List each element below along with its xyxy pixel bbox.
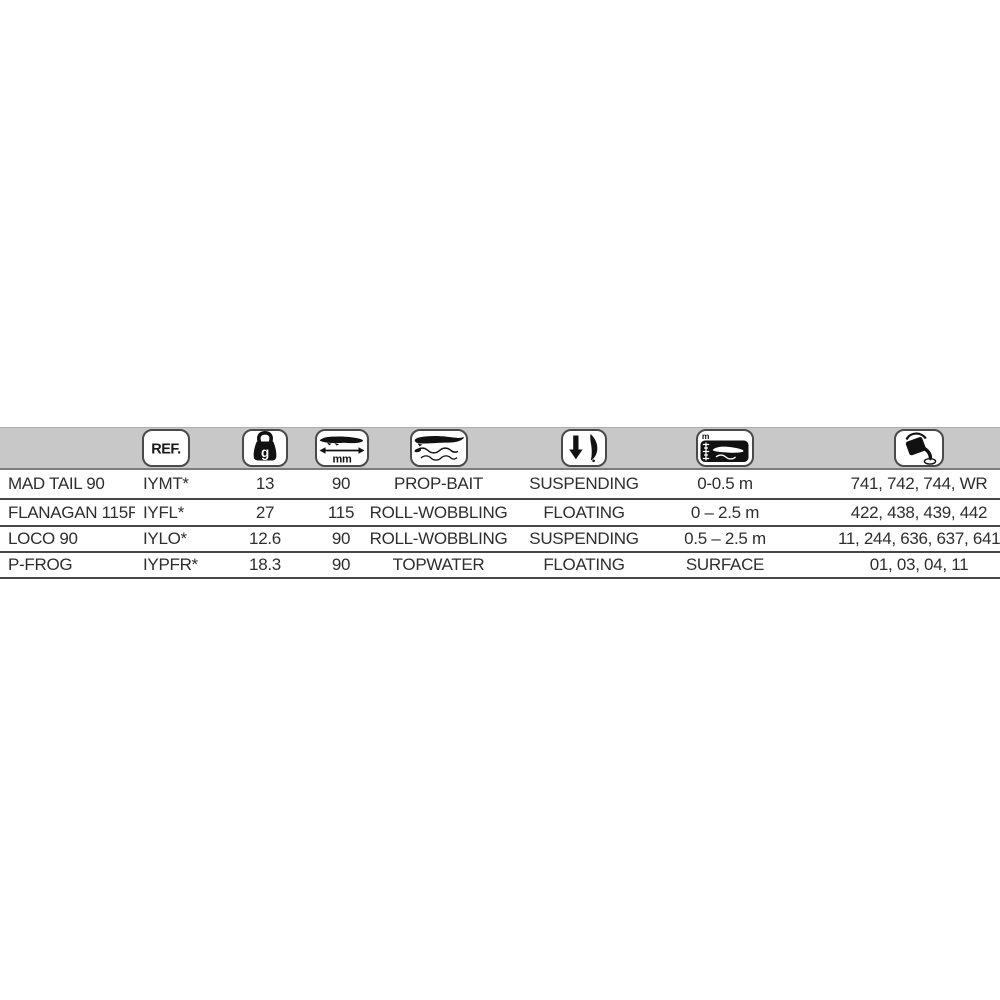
lure-spec-section: REF. g [0,427,1000,579]
ref-badge-icon: REF. [142,429,190,467]
header-cell-depth: m [658,427,792,470]
swimming-action-icon [409,429,468,467]
cell-weight-g: 18.3 [215,552,315,579]
lure-spec-table: REF. g [0,427,1000,579]
cell-working-depth: 0 – 2.5 m [658,499,792,527]
depth-unit-label: m [702,431,710,441]
cell-color-codes: 01, 03, 04, 11 [792,552,1000,579]
table-row: LOCO 90 IYLO* 12.6 90 ROLL-WOBBLING SUSP… [0,526,1000,553]
table-row: FLANAGAN 115F IYFL* 27 115 ROLL-WOBBLING… [0,499,1000,527]
cell-action: ROLL-WOBBLING [367,526,510,553]
cell-action: PROP-BAIT [367,469,510,500]
depth-icon: m [696,429,754,467]
buoyancy-icon [561,429,607,467]
cell-buoyancy: FLOATING [510,552,658,579]
header-cell-length: mm [315,427,369,470]
cell-color-codes: 422, 438, 439, 442 [792,499,1000,527]
cell-length-mm: 90 [315,469,367,500]
table-row: MAD TAIL 90 IYMT* 13 90 PROP-BAIT SUSPEN… [0,469,1000,500]
cell-weight-g: 12.6 [215,526,315,553]
weight-unit-label: g [261,445,269,460]
cell-working-depth: 0.5 – 2.5 m [658,526,792,553]
length-icon: mm [315,429,369,467]
cell-ref-code: IYPFR* [135,552,215,579]
cell-action: TOPWATER [367,552,510,579]
cell-color-codes: 11, 244, 636, 637, 641 [792,526,1000,553]
table-row: P-FROG IYPFR* 18.3 90 TOPWATER FLOATING … [0,552,1000,579]
cell-working-depth: SURFACE [658,552,792,579]
cell-length-mm: 115 [315,499,367,527]
cell-buoyancy: SUSPENDING [510,526,658,553]
cell-model-name: P-FROG [0,552,135,579]
cell-ref-code: IYMT* [135,469,215,500]
cell-color-codes: 741, 742, 744, WR [792,469,1000,500]
weight-icon: g [242,429,288,467]
header-cell-name [0,427,135,470]
table-header-row: REF. g [0,427,1000,470]
cell-weight-g: 13 [215,469,315,500]
header-cell-buoyancy [510,427,658,470]
cell-model-name: MAD TAIL 90 [0,469,135,500]
paint-bucket-icon [894,429,944,467]
cell-model-name: LOCO 90 [0,526,135,553]
header-cell-action [367,427,510,470]
cell-model-name: FLANAGAN 115F [0,499,135,527]
cell-buoyancy: FLOATING [510,499,658,527]
header-cell-colors [792,427,1000,470]
length-unit-label: mm [333,454,352,466]
cell-buoyancy: SUSPENDING [510,469,658,500]
cell-length-mm: 90 [315,526,367,553]
header-cell-weight: g [215,427,315,470]
cell-ref-code: IYLO* [135,526,215,553]
cell-weight-g: 27 [215,499,315,527]
cell-ref-code: IYFL* [135,499,215,527]
header-cell-ref: REF. [135,427,215,470]
cell-length-mm: 90 [315,552,367,579]
cell-action: ROLL-WOBBLING [367,499,510,527]
ref-badge-label: REF. [151,442,181,458]
cell-working-depth: 0-0.5 m [658,469,792,500]
